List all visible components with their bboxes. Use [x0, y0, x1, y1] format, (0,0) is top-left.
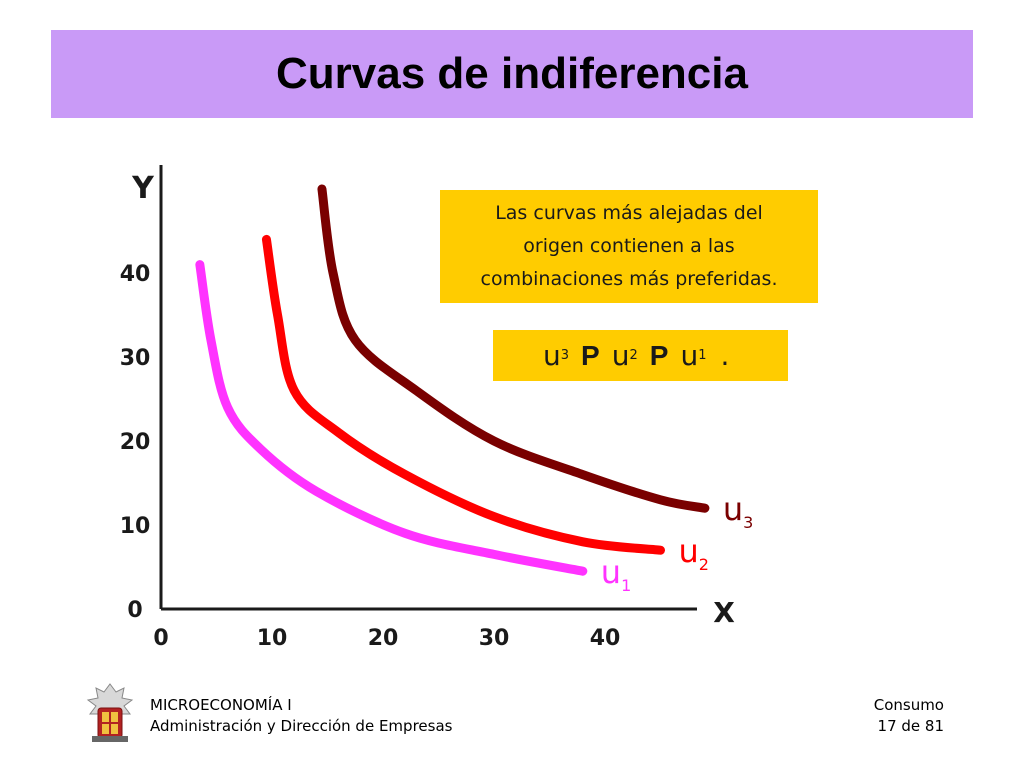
y-axis-label: Y — [131, 171, 155, 206]
curve-label-u2: u2 — [679, 532, 709, 574]
curve-u3 — [317, 184, 710, 513]
y-tick-label: 0 — [127, 598, 142, 623]
title-bar: Curvas de indiferencia — [51, 30, 973, 118]
note-box: Las curvas más alejadas del origen conti… — [440, 190, 818, 303]
curve-label-sub-u3: 3 — [743, 513, 753, 532]
footer-course: MICROECONOMÍA I — [150, 696, 292, 714]
y-tick-label: 10 — [120, 514, 151, 539]
order-u1: u — [680, 339, 699, 372]
order-p2: P — [649, 339, 669, 371]
order-u3: u — [543, 339, 561, 372]
y-tick-label: 30 — [120, 346, 151, 371]
order-u2: u — [611, 339, 630, 372]
curve-label-u1: u1 — [601, 553, 631, 595]
footer-section: Consumo — [873, 696, 944, 714]
tick-labels: 0 10 20 30 40 0 10 20 30 40 — [120, 262, 621, 651]
footer-right: Consumo 17 de 81 — [874, 695, 944, 737]
x-tick-label: 10 — [257, 626, 288, 651]
footer-degree: Administración y Dirección de Empresas — [150, 717, 453, 735]
x-axis-label: X — [713, 596, 735, 629]
x-tick-label: 0 — [153, 626, 168, 651]
curve-label-u3: u3 — [723, 490, 753, 532]
curve-u2 — [261, 234, 665, 555]
curve-label-sub-u2: 2 — [699, 555, 709, 574]
order-p1: P — [581, 339, 600, 371]
curve-u1 — [195, 260, 588, 576]
slide-title: Curvas de indiferencia — [276, 49, 748, 98]
order-u2-sub: 2 — [629, 348, 638, 363]
order-end: . — [720, 339, 730, 372]
y-tick-label: 40 — [120, 262, 151, 287]
curves — [195, 184, 710, 576]
note-text: Las curvas más alejadas del origen conti… — [480, 202, 778, 290]
university-crest-logo — [86, 683, 134, 742]
curve-label-sub-u1: 1 — [621, 576, 631, 595]
x-tick-label: 30 — [479, 626, 510, 651]
y-tick-label: 20 — [120, 430, 151, 455]
footer-left: MICROECONOMÍA I Administración y Direcci… — [150, 695, 452, 737]
order-u1-sub: 1 — [698, 348, 707, 363]
x-tick-label: 40 — [590, 626, 621, 651]
order-u3-sub: 3 — [560, 348, 570, 363]
footer-page: 17 de 81 — [877, 717, 944, 735]
x-tick-label: 20 — [368, 626, 399, 651]
